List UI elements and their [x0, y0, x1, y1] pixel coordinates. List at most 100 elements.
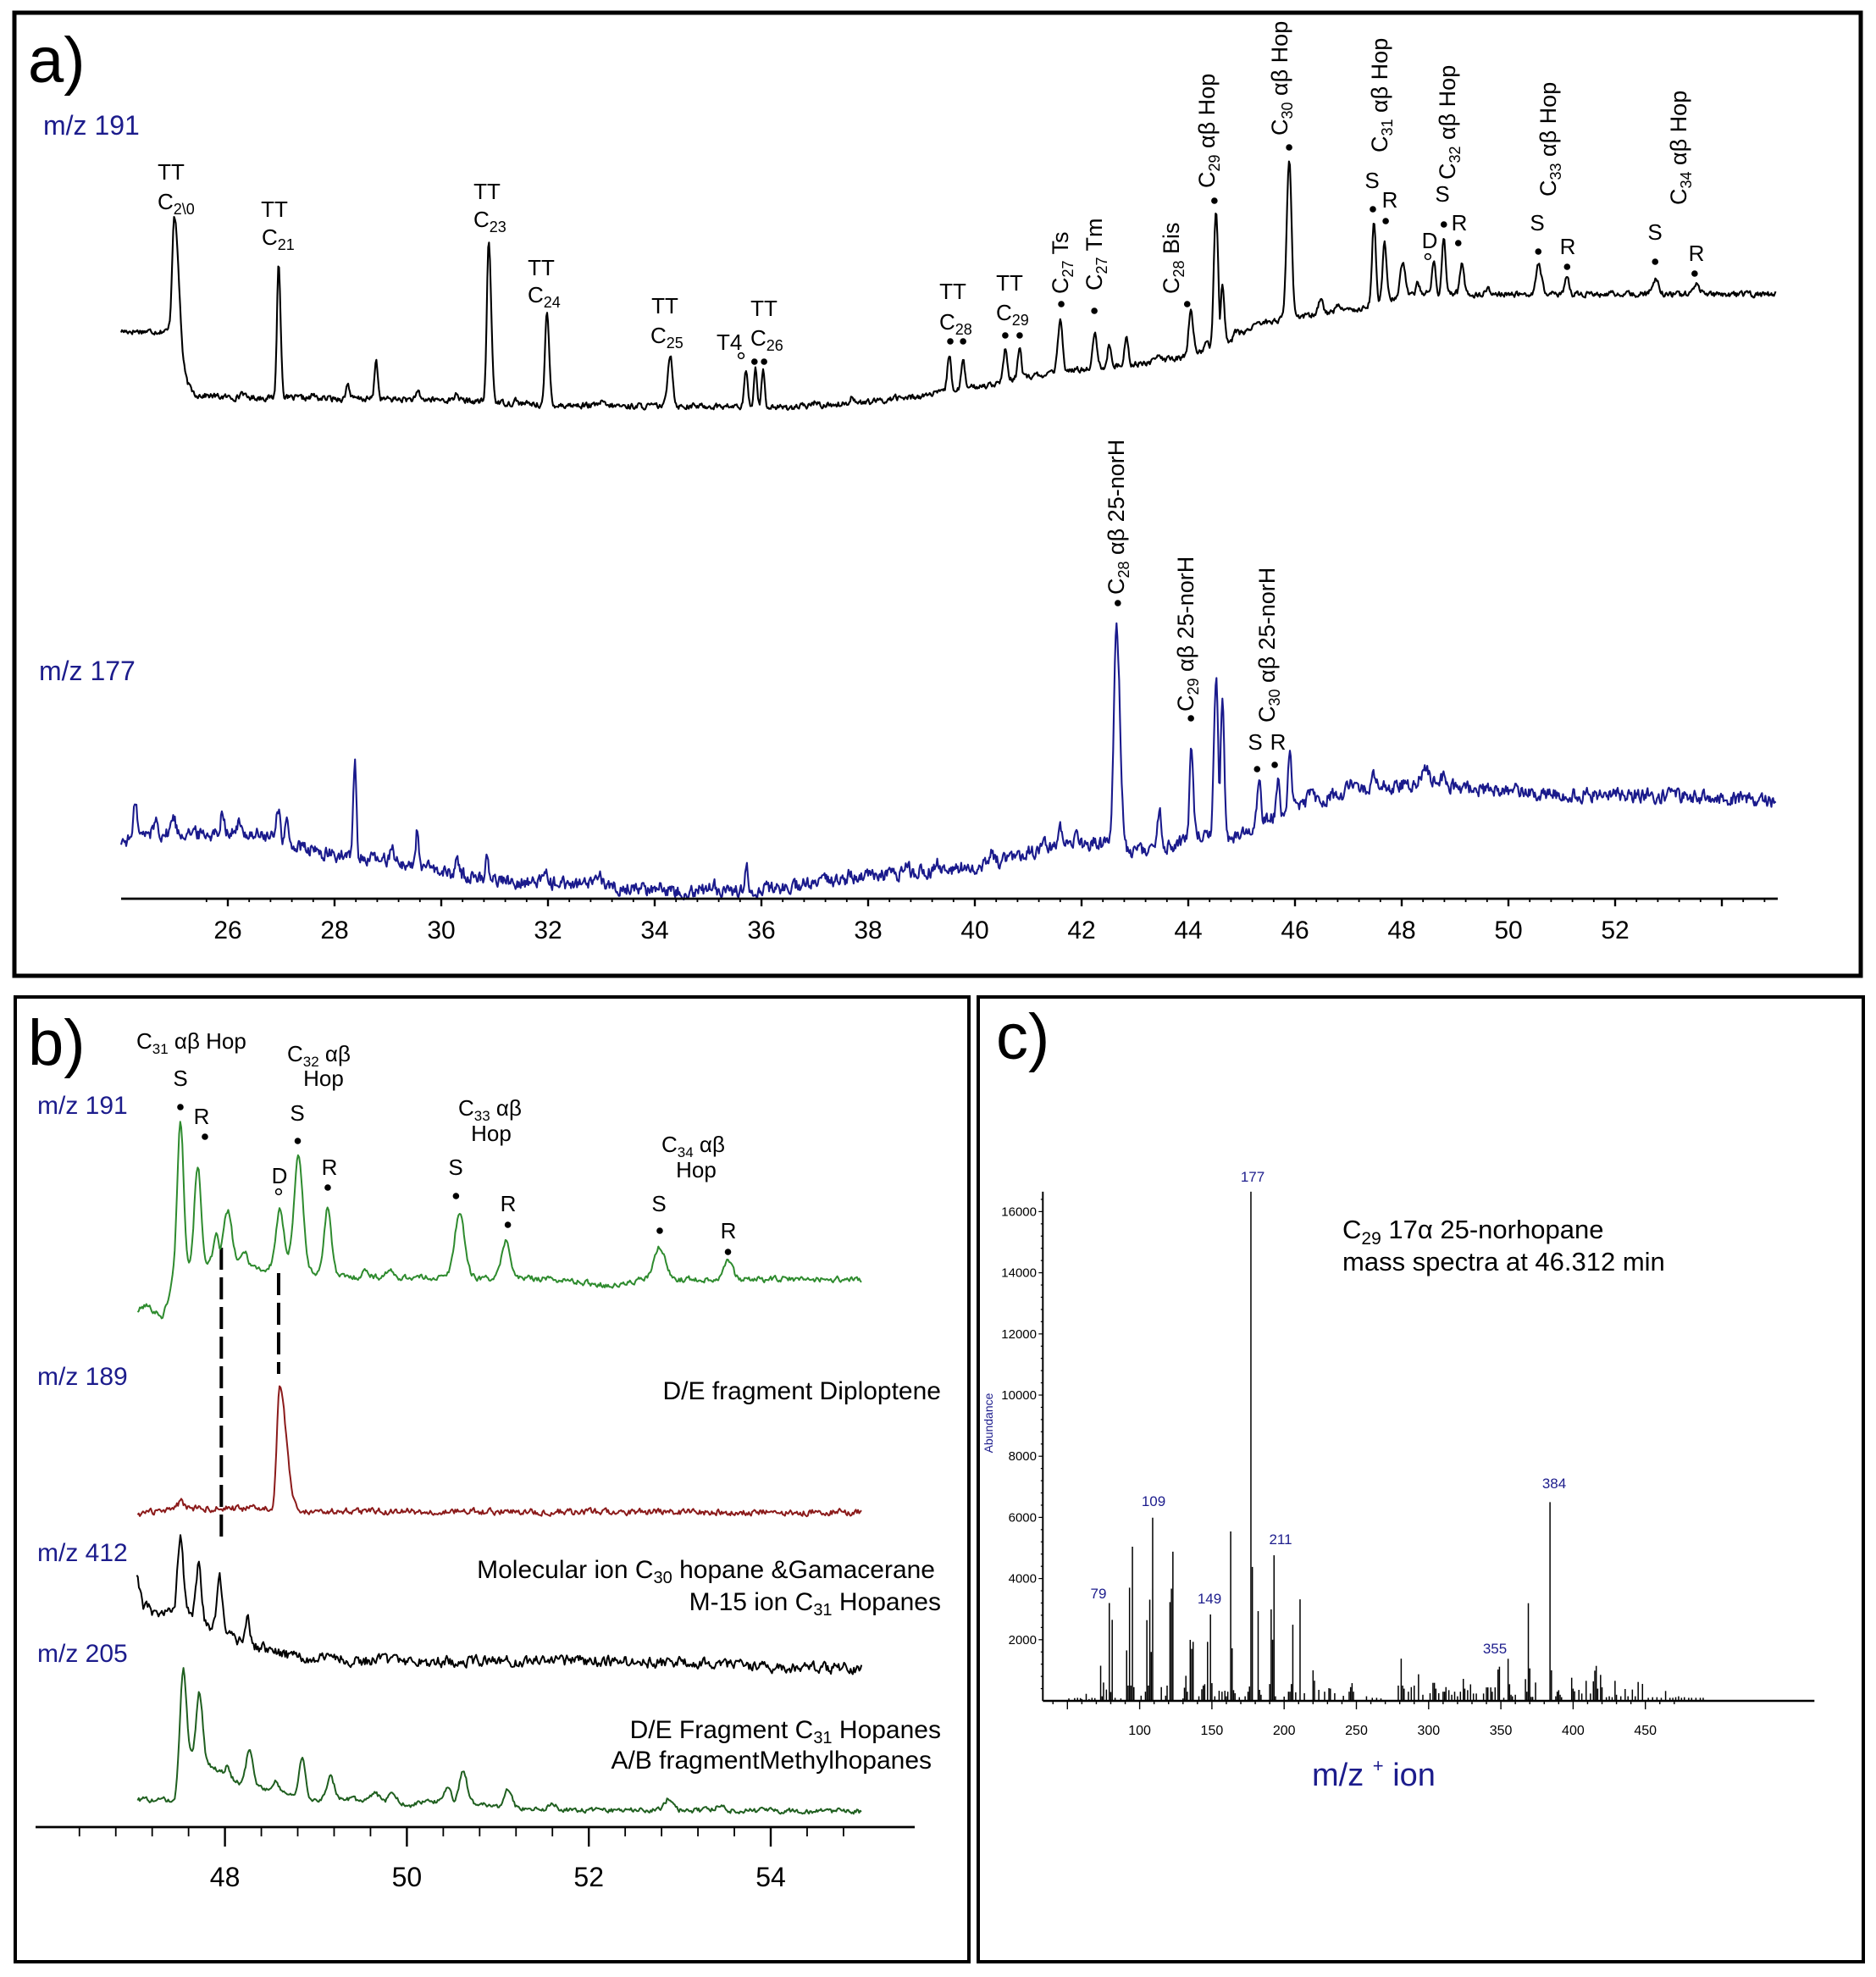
label-base: C [661, 1132, 678, 1157]
trace-label-mz177: m/z 177 [39, 656, 136, 686]
peak-marker-dot [960, 338, 966, 345]
trace-mz191 [120, 160, 1777, 411]
description-text: Molecular ion C [477, 1556, 653, 1584]
x-tick-label: 250 [1345, 1724, 1368, 1738]
peak-marker-open-circle [1424, 252, 1432, 261]
label-base: C [1194, 172, 1220, 189]
peak-label-c33r: R [1560, 234, 1576, 259]
peak-label-c29hop: C29 αβ Hop [1194, 74, 1223, 188]
peak-marker-dot [1286, 144, 1292, 151]
x-tick-label: 100 [1128, 1724, 1151, 1738]
label-subscript: 28 [1115, 561, 1132, 578]
label-base: C [1104, 579, 1129, 595]
peak-marker-open-circle [274, 1188, 283, 1196]
spectrum-peak-label: 384 [1542, 1476, 1566, 1492]
description-text: D/E Fragment C [630, 1716, 814, 1744]
peak-label-b-c33r: R [501, 1191, 517, 1216]
panel-a-letter: a) [28, 25, 86, 97]
x-tick-label: 44 [1174, 917, 1202, 944]
peak-label-c34r: R [1689, 241, 1705, 266]
description-text: M-15 ion C [689, 1588, 814, 1616]
peak-label-c25: C25 [650, 323, 683, 352]
label-base: C [287, 1041, 303, 1066]
peak-label-c20-top: TT [158, 159, 185, 185]
peak-label-n29: C29 αβ 25-norH [1173, 557, 1202, 712]
peak-marker-dot [751, 358, 758, 365]
peak-marker-dot [1253, 766, 1261, 773]
label-rest: αβ Hop [169, 1028, 246, 1054]
label-subscript: 29 [1012, 312, 1029, 329]
peak-label-c21-top: TT [261, 197, 288, 222]
label-base: C [1435, 163, 1460, 180]
peak-marker-dot [1370, 206, 1376, 213]
description-text: D/E fragment Diploptene [662, 1377, 941, 1405]
peak-label-c32s: S [1435, 181, 1449, 207]
peak-label-c34hop: C34 αβ Hop [1666, 91, 1695, 205]
xlabel-text: ion [1384, 1758, 1436, 1793]
label-base: C [1082, 274, 1107, 291]
spectrum-peak-label: 211 [1269, 1531, 1292, 1548]
label-rest: Ts [1048, 231, 1073, 260]
peak-label-c21: C21 [262, 224, 295, 253]
label-subscript: 29 [1206, 154, 1223, 171]
peak-label-c32r: R [1452, 210, 1468, 235]
peak-label-c29tt-top: TT [996, 270, 1023, 296]
peak-label-t4: T4 [717, 330, 742, 355]
peak-label-b-c33: C33 αβ [458, 1095, 522, 1124]
peak-marker-dot [1652, 258, 1659, 265]
peak-marker-dot [1002, 332, 1009, 339]
label-rest: αβ Hop [1536, 82, 1561, 163]
peak-marker-dot [1115, 600, 1121, 606]
x-tick-label: 36 [747, 917, 775, 944]
peak-marker-dot [1187, 715, 1194, 722]
label-subscript: 31 [152, 1041, 169, 1057]
peak-label-b-c34s: S [651, 1191, 666, 1216]
description-subscript: 31 [813, 1729, 832, 1747]
peak-label-b-c32hop: Hop [303, 1066, 344, 1091]
panel-c-letter: c) [996, 1001, 1049, 1073]
x-tick-label: 400 [1562, 1724, 1585, 1738]
peak-label-bis: C28 Bis [1159, 222, 1187, 294]
peak-label-n30r: R [1270, 729, 1287, 755]
trace-label-mz205: m/z 205 [37, 1640, 128, 1668]
peak-label-b-c31r: R [194, 1104, 210, 1129]
label-base: C [458, 1095, 474, 1121]
peak-label-b-c32s: S [290, 1100, 304, 1126]
x-tick-label: 40 [960, 917, 988, 944]
y-tick-label: 14000 [1001, 1266, 1037, 1281]
panel-a-frame [12, 10, 1863, 978]
label-rest: αβ [319, 1041, 351, 1066]
x-tick-label: 50 [392, 1862, 423, 1892]
xlabel-text: m/z [1312, 1758, 1373, 1793]
trace-mz177 [119, 622, 1777, 901]
x-tick-label: 52 [1601, 917, 1629, 944]
peak-label-c31hop: C31 αβ Hop [1367, 38, 1396, 152]
description-mz189: D/E fragment Diploptene [662, 1377, 941, 1405]
label-subscript: 27 [1060, 260, 1076, 277]
label-subscript: 33 [474, 1108, 490, 1124]
peak-marker-dot [1563, 263, 1571, 270]
y-tick-label: 4000 [1009, 1572, 1037, 1587]
x-tick-label: 28 [320, 917, 348, 944]
label-subscript: 2\0 [174, 201, 195, 218]
y-tick-label: 2000 [1009, 1633, 1037, 1648]
peak-label-c24-top: TT [528, 255, 555, 280]
y-tick-label: 10000 [1001, 1388, 1037, 1403]
peak-marker-dot [1535, 248, 1542, 255]
label-base: C [1159, 278, 1184, 295]
peak-marker-dot [1211, 197, 1218, 204]
label-subscript: 21 [278, 236, 295, 253]
peak-label-b-c34r: R [721, 1218, 737, 1243]
title-subscript: 29 [1361, 1229, 1381, 1249]
peak-label-c33s: S [1530, 210, 1544, 235]
description-subscript: 30 [654, 1569, 672, 1587]
label-subscript: 34 [1678, 171, 1695, 188]
peak-label-c33hop: C33 αβ Hop [1536, 82, 1564, 197]
peak-marker-dot [294, 1138, 302, 1144]
peak-label-b-c31: C31 αβ Hop [136, 1028, 246, 1057]
peak-marker-dot [724, 1249, 732, 1255]
panel-c-plot: 100 150 200 250 300 350 400 450 2000 4000 6000 8000… [1001, 1169, 1815, 1738]
panel-a: a) m/z 191 m/z 177 26 28 30 32 34 36 38 40 42 44 4… [12, 10, 1863, 978]
